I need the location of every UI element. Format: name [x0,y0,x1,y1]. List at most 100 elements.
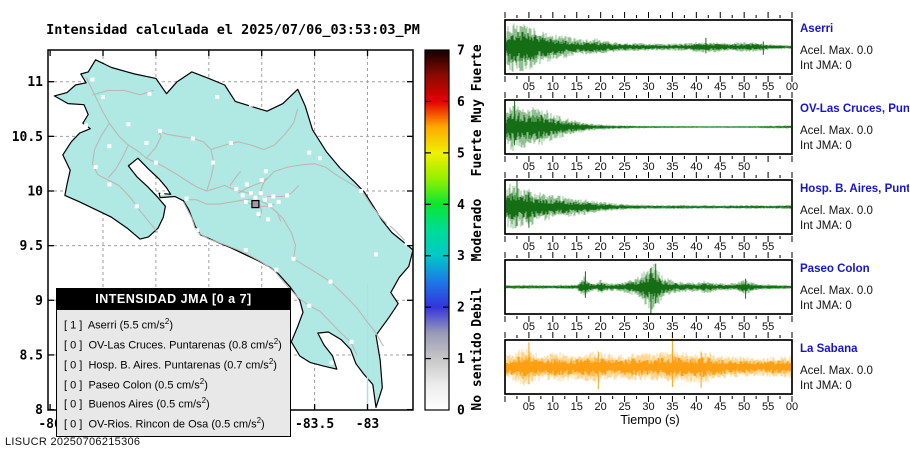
time-tick-label: 50 [738,161,750,173]
colorbar-category-label: Moderado [470,199,485,262]
time-tick-label: 50 [738,401,750,413]
legend-body: [ 1 ] Aserri (5.5 cm/s2) [ 0 ] OV-Las Cru… [57,310,290,436]
time-tick-label: 20 [595,241,607,253]
waveform [506,101,791,151]
legend-item: [ 0 ] Paseo Colon (0.5 cm/s2) [64,376,208,392]
station-marker [285,193,290,198]
station-marker [234,186,239,191]
station-marker [266,217,271,222]
road-line [107,144,129,179]
time-tick-label: 25 [618,241,630,253]
time-tick-label: 15 [571,81,583,93]
seismogram-panel-paseo-colon: 05 10 15 20 25 30 35 40 45 50 55 [504,252,793,333]
panel-frame [504,339,793,395]
road-line [157,130,215,192]
time-tick-label: 55 [762,241,774,253]
time-tick-label: 30 [642,321,654,333]
road-line [271,208,282,222]
station-marker [184,196,189,201]
colorbar-tick-label: 5 [457,146,465,161]
land-polygon-costa-rica [53,59,414,408]
colorbar-category-label: No sentido [470,332,485,410]
legend-item: [ 0 ] Buenos Aires (0.5 cm/s2) [64,396,210,412]
time-tick-label: 00 [786,401,798,413]
time-tick-label: 05 [523,321,535,333]
station-marker [271,194,276,199]
station-info-la-sabana: La Sabana Acel. Max. 0.0 Int JMA: 0 [800,342,909,394]
time-tick-label: 35 [666,321,678,333]
costa-rica-map: -86-85.5-85-84.5-84-83.5-8388.599.51010.… [12,44,485,433]
station-marker [374,252,378,257]
time-tick-label: 45 [714,81,726,93]
colorbar-tick-label: 3 [457,249,465,264]
time-tick-label: 40 [690,401,702,413]
tiempo-axis-label: Tiempo (s) [620,413,680,427]
time-tick-label: 15 [571,321,583,333]
panel-frame [504,19,793,75]
time-tick-label: 55 [762,81,774,93]
int-jma-label: Int JMA: 0 [800,380,852,392]
time-tick-label: 20 [595,161,607,173]
colorbar-tick-label: 4 [457,198,465,213]
time-tick-label: 20 [595,81,607,93]
station-marker [268,203,273,208]
road-line [85,77,257,199]
time-tick-label: 45 [714,321,726,333]
time-tick-label: 40 [690,241,702,253]
station-name: Hosp. B. Aires, Puntare [800,183,909,195]
time-tick-label: 50 [738,321,750,333]
station-marker [259,178,264,183]
seismogram-panel-ov-las-cruces: 05 10 15 20 25 30 35 40 45 50 [504,92,793,173]
seismogram-panel-aserri: 05 10 15 20 25 30 35 40 45 50 55 00 [504,12,798,93]
map-y-tick-label: 10 [27,184,43,199]
map-y-tick-label: 9 [35,294,43,309]
road-line [257,163,362,197]
colorbar-category-label: Muy Fuerte [470,44,485,122]
time-tick-label: 15 [571,241,583,253]
station-info-paseo-colon: Paseo Colon Acel. Max. 0.0 Int JMA: 0 [800,262,909,314]
time-tick-label: 10 [547,241,559,253]
map-y-tick-label: 11 [27,75,43,90]
station-marker [126,122,131,127]
station-marker [244,182,249,187]
time-tick-label: 20 [595,321,607,333]
time-tick-label: 10 [547,321,559,333]
station-info-hosp-b-aires: Hosp. B. Aires, Puntare Acel. Max. 0.0 I… [800,182,909,234]
station-marker [359,189,364,193]
colorbar-gradient [424,49,450,411]
time-tick-label: 55 [762,401,774,413]
station-marker [349,339,354,344]
colorbar-tick-label: 2 [457,301,465,316]
acel-max-label: Acel. Max. 0.0 [800,125,873,137]
station-marker [211,160,215,165]
time-tick-label: 00 [786,81,798,93]
waveform [506,23,791,72]
time-tick-label: 45 [714,401,726,413]
seismogram-panel-hosp-b-aires: 05 10 15 20 25 30 35 40 45 50 55 [504,172,793,253]
int-jma-label: Int JMA: 0 [800,60,852,72]
time-tick-label: 15 [571,401,583,413]
panel-frame [504,259,793,315]
waveform [506,338,791,390]
station-marker [291,256,296,261]
map-y-tick-label: 8.5 [20,348,43,363]
seismogram-panel-la-sabana: 05 10 15 20 25 30 35 40 45 50 55 00 [504,332,798,413]
time-tick-label: 45 [714,241,726,253]
time-tick-label: 35 [666,401,678,413]
time-tick-label: 55 [762,321,774,333]
station-marker [107,182,112,187]
panel-frame [504,99,793,155]
int-jma-label: Int JMA: 0 [800,140,852,152]
waveform [506,263,791,315]
colorbar-tick-label: 0 [457,404,465,419]
road-line [92,89,154,96]
station-marker [215,95,220,99]
map-y-tick-label: 9.5 [20,239,43,254]
station-marker [307,303,312,308]
station-marker [256,211,261,216]
station-marker [274,267,279,272]
legend-item: [ 0 ] Hosp. B. Aires. Puntarenas (0.7 cm… [64,356,277,372]
colorbar-category-label: Debil [470,288,485,327]
footer-timestamp: LISUCR 20250706215306 [5,436,141,448]
